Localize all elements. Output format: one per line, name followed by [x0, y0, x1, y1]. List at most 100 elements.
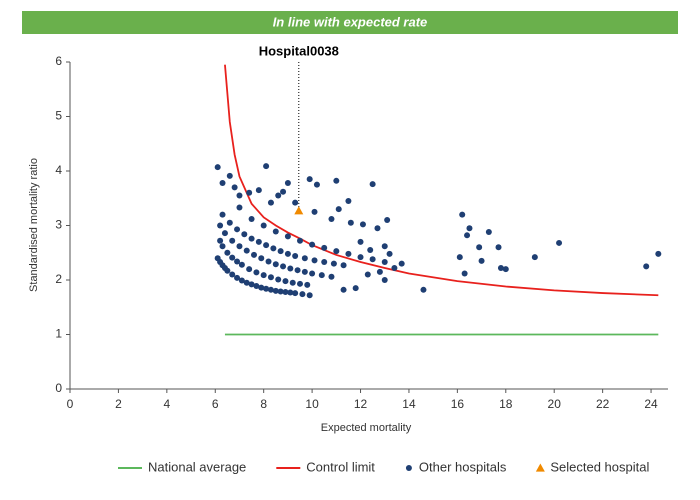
point	[284, 250, 291, 257]
point	[502, 266, 509, 273]
point	[260, 272, 267, 279]
point	[282, 288, 289, 295]
point	[485, 229, 492, 236]
point	[248, 215, 255, 222]
point	[236, 204, 243, 211]
point	[294, 267, 301, 274]
point	[301, 255, 308, 262]
point	[321, 259, 328, 266]
point	[263, 285, 270, 292]
point	[306, 292, 313, 299]
point	[287, 289, 294, 296]
point	[335, 206, 342, 213]
y-tick-label: 0	[55, 381, 62, 395]
point	[272, 287, 279, 294]
point	[282, 278, 289, 285]
y-tick-label: 5	[55, 109, 62, 123]
point	[270, 245, 277, 252]
point	[345, 197, 352, 204]
point	[461, 270, 468, 277]
x-tick-label: 2	[115, 397, 122, 411]
point	[478, 257, 485, 264]
point	[246, 189, 253, 196]
point	[292, 253, 299, 260]
point	[253, 269, 260, 276]
point	[369, 181, 376, 188]
point	[297, 237, 303, 244]
point	[267, 286, 274, 293]
banner	[22, 11, 678, 34]
point	[253, 282, 260, 289]
point	[311, 257, 318, 264]
point	[229, 271, 236, 278]
series-line	[224, 64, 659, 297]
point	[420, 286, 427, 293]
y-tick-label: 2	[55, 272, 62, 286]
point	[357, 238, 364, 245]
point	[313, 181, 320, 188]
point	[381, 277, 388, 283]
point	[340, 286, 347, 293]
point	[299, 291, 306, 298]
point	[219, 211, 226, 218]
point	[466, 225, 473, 232]
x-tick-label: 12	[354, 397, 368, 411]
point	[280, 188, 287, 195]
point	[345, 250, 352, 257]
point	[221, 230, 228, 237]
point	[376, 268, 383, 275]
point	[284, 233, 291, 240]
point	[243, 279, 250, 286]
point	[297, 280, 303, 287]
point	[456, 254, 463, 261]
point	[234, 258, 241, 265]
point	[333, 248, 340, 255]
point	[234, 226, 241, 233]
x-tick-label: 18	[499, 397, 513, 411]
point	[248, 235, 255, 242]
point	[272, 228, 279, 235]
point	[260, 222, 267, 229]
point	[226, 172, 233, 179]
x-tick-label: 16	[451, 397, 465, 411]
y-tick-label: 6	[55, 54, 62, 68]
point	[655, 250, 662, 257]
point	[289, 279, 296, 286]
point	[258, 255, 265, 262]
point	[255, 238, 262, 245]
point	[284, 179, 291, 186]
y-tick-label: 4	[55, 163, 62, 177]
x-tick-label: 20	[548, 397, 562, 411]
point	[263, 242, 270, 249]
point	[476, 244, 483, 251]
point	[229, 237, 236, 244]
point	[328, 215, 335, 222]
point	[277, 248, 284, 255]
point	[556, 239, 563, 246]
legend-label: Selected hospital	[550, 459, 649, 474]
point	[236, 243, 243, 250]
point	[292, 199, 299, 206]
point	[347, 219, 354, 226]
point	[384, 217, 391, 224]
point	[292, 290, 299, 297]
point	[374, 225, 381, 232]
point	[219, 243, 226, 250]
point	[231, 184, 238, 191]
x-tick-label: 0	[67, 397, 74, 411]
point	[318, 272, 325, 279]
point	[495, 244, 502, 251]
point	[217, 222, 224, 229]
annotation: Hospital0038	[259, 43, 339, 58]
x-tick-label: 6	[212, 397, 219, 411]
point	[306, 176, 313, 183]
point	[241, 231, 248, 238]
point	[243, 247, 250, 254]
point	[352, 285, 359, 292]
point	[364, 271, 371, 278]
point	[287, 265, 294, 272]
x-tick-label: 4	[163, 397, 170, 411]
point	[217, 237, 224, 244]
point	[328, 273, 335, 280]
